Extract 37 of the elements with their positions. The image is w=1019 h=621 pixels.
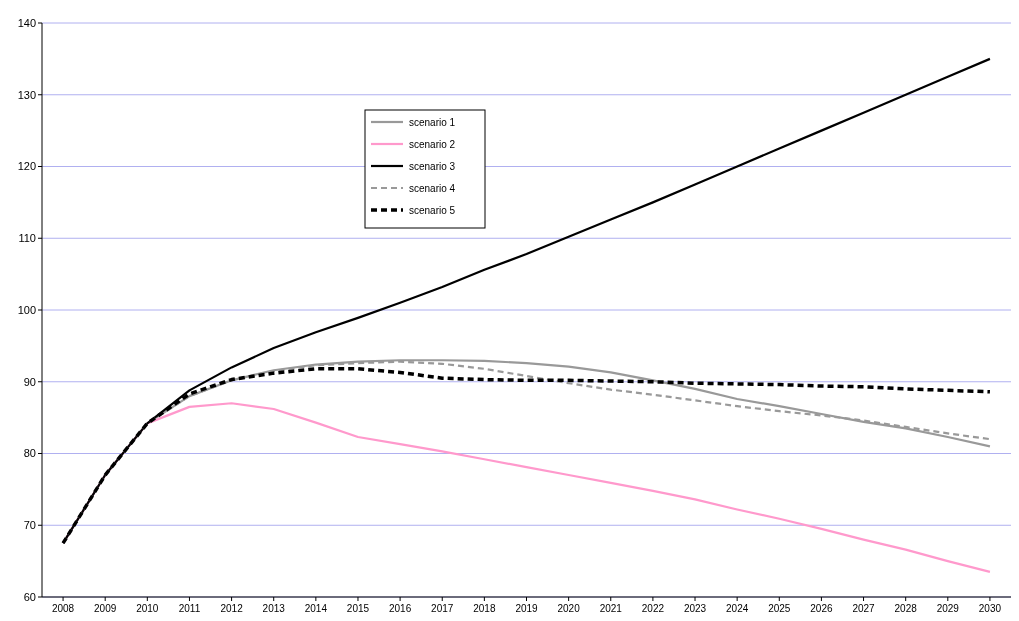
- legend-label: scenario 5: [409, 204, 456, 216]
- y-tick-label: 80: [23, 447, 36, 460]
- y-tick-label: 70: [23, 519, 36, 532]
- x-tick-label: 2028: [894, 603, 918, 614]
- x-tick-label: 2013: [262, 603, 286, 614]
- legend-label: scenario 2: [409, 138, 456, 150]
- x-tick-label: 2012: [220, 603, 244, 614]
- x-tick-label: 2025: [768, 603, 791, 614]
- x-tick-label: 2010: [136, 603, 159, 614]
- x-tick-label: 2030: [978, 603, 1002, 614]
- x-tick-label: 2029: [936, 603, 960, 614]
- y-tick-label: 100: [17, 303, 36, 316]
- x-tick-label: 2026: [810, 603, 833, 614]
- x-tick-label: 2016: [388, 603, 412, 614]
- x-tick-label: 2020: [557, 603, 581, 614]
- x-tick-label: 2015: [346, 603, 370, 614]
- legend-label: scenario 1: [409, 116, 456, 128]
- legend-label: scenario 3: [409, 160, 456, 172]
- x-tick-label: 2027: [852, 603, 876, 614]
- x-tick-label: 2014: [304, 603, 328, 614]
- x-tick-label: 2019: [515, 603, 539, 614]
- y-tick-label: 130: [17, 88, 36, 101]
- y-tick-label: 90: [23, 375, 36, 388]
- x-tick-label: 2024: [726, 603, 749, 614]
- legend-label: scenario 4: [409, 182, 456, 194]
- x-tick-label: 2017: [431, 603, 454, 614]
- x-tick-label: 2023: [683, 603, 707, 614]
- x-tick-label: 2018: [473, 603, 496, 614]
- y-tick-label: 120: [17, 160, 36, 173]
- x-tick-label: 2009: [94, 603, 117, 614]
- x-tick-label: 2022: [641, 603, 665, 614]
- y-tick-label: 140: [17, 16, 36, 29]
- x-tick-label: 2011: [178, 603, 201, 614]
- y-tick-label: 110: [18, 232, 36, 245]
- x-tick-label: 2008: [51, 603, 75, 614]
- y-tick-label: 60: [23, 590, 36, 603]
- x-tick-label: 2021: [599, 603, 623, 614]
